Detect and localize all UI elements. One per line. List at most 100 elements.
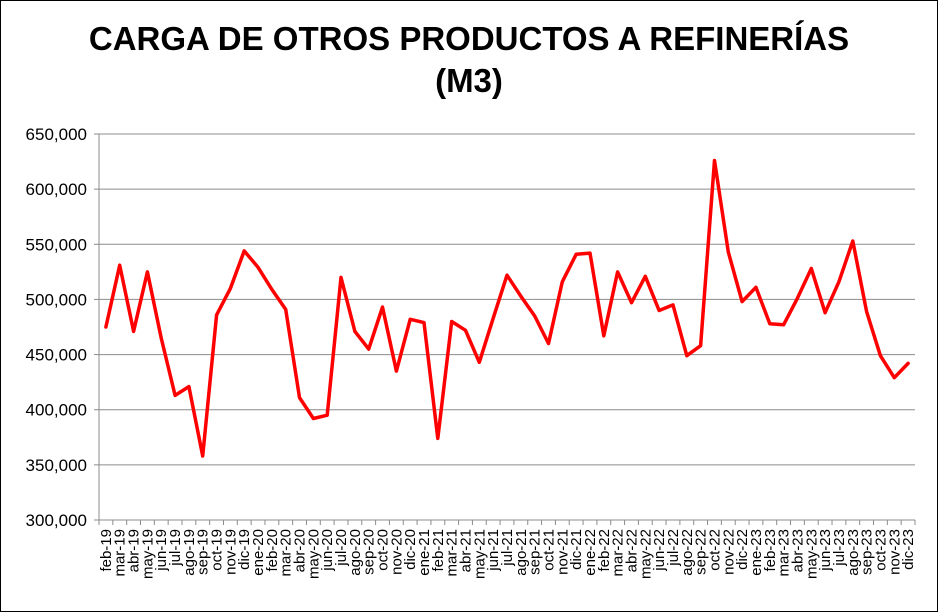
y-tick-label: 400,000 (26, 401, 87, 420)
series-line (104, 158, 910, 458)
data-point (519, 294, 523, 298)
x-tick-label: oct-19 (209, 529, 226, 571)
data-point (339, 275, 343, 279)
y-tick-label: 350,000 (26, 456, 87, 475)
x-tick-label: dic-19 (236, 529, 253, 570)
y-tick-label: 550,000 (26, 235, 87, 254)
x-tick-label: ene-21 (416, 529, 433, 576)
x-tick-label: jul-20 (333, 529, 350, 567)
x-tick-label: jun-20 (319, 529, 336, 572)
x-tick-label: jul-21 (499, 529, 516, 567)
data-point (159, 336, 163, 340)
chart-title: CARGA DE OTROS PRODUCTOS A REFINERÍAS (M… (0, 18, 938, 102)
x-tick-label: sep-20 (361, 529, 378, 575)
x-tick-label: sep-23 (859, 529, 876, 575)
data-point (104, 325, 108, 329)
data-point (671, 303, 675, 307)
x-tick-label: abr-21 (458, 529, 475, 572)
chart-title-line2: (M3) (435, 62, 503, 99)
x-tick-label: feb-21 (430, 529, 447, 572)
data-point (145, 270, 149, 274)
data-point (546, 342, 550, 346)
x-tick-label: ene-22 (582, 529, 599, 576)
data-point (422, 321, 426, 325)
data-point (187, 385, 191, 389)
x-tick-label: feb-19 (98, 529, 115, 572)
data-point (284, 307, 288, 311)
x-tick-label: mar-21 (444, 529, 461, 577)
x-tick-label: oct-20 (375, 529, 392, 571)
x-tick-label: ago-21 (513, 529, 530, 576)
data-point (491, 316, 495, 320)
x-tick-label: feb-20 (264, 529, 281, 572)
y-tick-label: 600,000 (26, 180, 87, 199)
data-point (657, 308, 661, 312)
x-tick-label: abr-20 (292, 529, 309, 572)
x-tick-label: nov-20 (388, 529, 405, 575)
x-tick-label: jun-23 (817, 529, 834, 572)
data-point (394, 369, 398, 373)
data-point (118, 263, 122, 267)
x-tick-label: abr-22 (623, 529, 640, 572)
x-tick-label: dic-20 (402, 529, 419, 570)
data-point (837, 280, 841, 284)
x-tick-label: may-21 (471, 529, 488, 579)
y-tick-label: 300,000 (26, 511, 87, 530)
x-tick-label: sep-19 (195, 529, 212, 575)
data-point (795, 296, 799, 300)
x-tick-label: sep-22 (693, 529, 710, 575)
data-point (215, 313, 219, 317)
data-point (906, 361, 910, 365)
x-tick-label: ago-19 (181, 529, 198, 576)
data-point (712, 158, 716, 162)
x-tick-label: jun-19 (153, 529, 170, 572)
x-tick-label: jul-19 (167, 529, 184, 567)
x-tick-label: nov-21 (554, 529, 571, 575)
data-point (381, 305, 385, 309)
data-point (851, 239, 855, 243)
data-point (685, 354, 689, 358)
data-point (823, 311, 827, 315)
data-point (629, 301, 633, 305)
x-tick-label: oct-22 (706, 529, 723, 571)
x-tick-label: jun-21 (485, 529, 502, 572)
x-tick-label: ago-20 (347, 529, 364, 576)
data-point (256, 265, 260, 269)
data-point (464, 328, 468, 332)
data-point (782, 323, 786, 327)
x-tick-label: dic-22 (734, 529, 751, 570)
data-point (533, 314, 537, 318)
data-point (602, 334, 606, 338)
x-tick-label: sep-21 (527, 529, 544, 575)
data-point (477, 360, 481, 364)
data-point (311, 417, 315, 421)
x-tick-label: nov-23 (886, 529, 903, 575)
data-point (408, 317, 412, 321)
x-tick-label: jul-23 (831, 529, 848, 567)
data-point (809, 267, 813, 271)
x-tick-label: oct-23 (872, 529, 889, 571)
x-tick-label: may-23 (803, 529, 820, 579)
x-tick-label: abr-19 (126, 529, 143, 572)
x-tick-label: dic-21 (568, 529, 585, 570)
data-point (726, 250, 730, 254)
data-point (616, 270, 620, 274)
data-point (560, 280, 564, 284)
data-point (754, 285, 758, 289)
data-point (588, 251, 592, 255)
x-tick-label: may-20 (305, 529, 322, 579)
data-point (201, 454, 205, 458)
x-tick-label: ene-20 (250, 529, 267, 576)
data-point (768, 322, 772, 326)
x-tick-label: may-22 (637, 529, 654, 579)
x-tick-label: mar-23 (776, 529, 793, 577)
x-tick-label: ago-23 (845, 529, 862, 576)
x-tick-label: jun-22 (651, 529, 668, 572)
y-tick-label: 450,000 (26, 346, 87, 365)
data-point (173, 393, 177, 397)
y-tick-label: 500,000 (26, 290, 87, 309)
data-point (270, 288, 274, 292)
data-point (699, 344, 703, 348)
